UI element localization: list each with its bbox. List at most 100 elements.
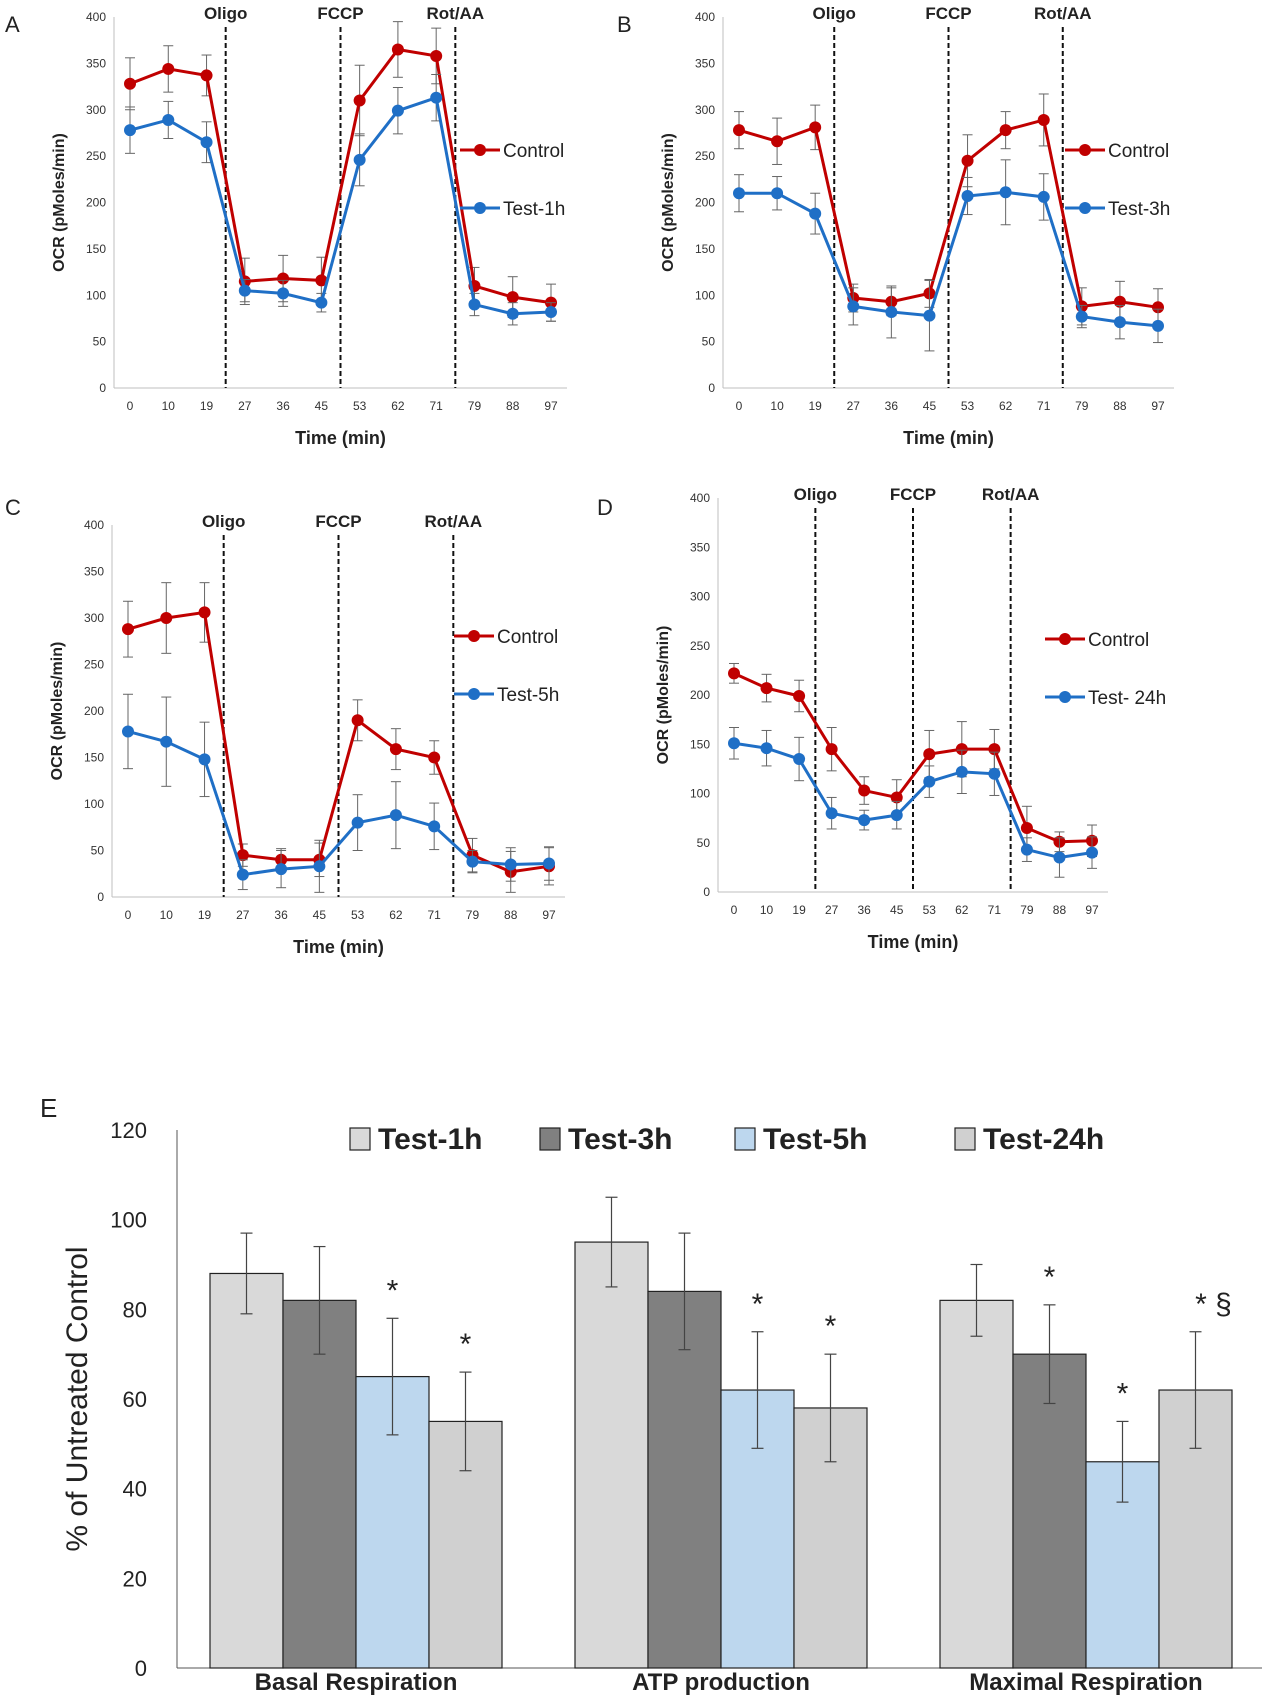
data-point (771, 187, 784, 200)
significance-marker: * (460, 1328, 472, 1361)
data-point (124, 124, 136, 137)
data-point (543, 857, 555, 870)
data-point (858, 784, 871, 797)
data-point (275, 863, 288, 876)
data-point (466, 855, 479, 868)
data-point (315, 296, 328, 309)
data-point (506, 307, 519, 320)
series-line-1 (129, 95, 552, 316)
data-point (961, 190, 974, 203)
x-tick-label: 10 (760, 903, 774, 917)
series-line-0 (738, 118, 1159, 309)
legend-swatch (734, 1127, 756, 1151)
data-point (198, 753, 211, 766)
x-tick-label: 53 (961, 399, 975, 413)
x-tick-label: 0 (736, 399, 743, 413)
y-tick-label: 150 (690, 737, 710, 751)
data-point (733, 124, 745, 137)
category-label: Maximal Respiration (969, 1669, 1202, 1696)
data-point (430, 49, 443, 62)
y-tick-label: 200 (690, 688, 710, 702)
y-tick-label: 400 (86, 10, 106, 24)
x-tick-label: 27 (238, 399, 252, 413)
x-tick-label: 45 (315, 399, 329, 413)
x-axis-title: Time (min) (903, 428, 994, 448)
injection-label: FCCP (315, 512, 361, 531)
data-point (1037, 190, 1050, 203)
x-tick-label: 88 (506, 399, 520, 413)
data-point (955, 743, 968, 756)
y-tick-label: 300 (690, 590, 710, 604)
data-point (353, 94, 366, 107)
panel-d: D 0 50 100 150 200 250 300 350 400 0 10 19 27 36 45 53 62… (597, 485, 1166, 952)
legend-swatch-marker (1079, 144, 1091, 156)
injection-label: FCCP (890, 485, 936, 504)
legend-swatch-marker (474, 202, 486, 214)
data-point (923, 748, 936, 761)
y-tick-label: 100 (110, 1208, 147, 1233)
legend-swatch-marker (468, 688, 480, 700)
y-tick-label: 0 (97, 890, 104, 904)
data-point (1075, 310, 1088, 323)
y-tick-label: 100 (86, 288, 106, 302)
x-tick-label: 79 (466, 908, 480, 922)
data-point (122, 725, 134, 738)
y-tick-label: 250 (84, 658, 104, 672)
y-tick-label: 80 (123, 1297, 147, 1322)
x-tick-label: 45 (890, 903, 904, 917)
legend-swatch-marker (1059, 633, 1071, 645)
data-point (236, 868, 249, 881)
x-tick-label: 45 (313, 908, 327, 922)
data-point (391, 43, 404, 56)
data-point (923, 309, 936, 322)
x-tick-label: 88 (504, 908, 518, 922)
data-point (313, 860, 326, 873)
y-tick-label: 100 (690, 787, 710, 801)
series-line-0 (127, 610, 550, 874)
x-tick-label: 36 (885, 399, 899, 413)
x-tick-label: 27 (847, 399, 861, 413)
y-tick-label: 250 (690, 639, 710, 653)
y-tick-label: 350 (86, 56, 106, 70)
x-tick-label: 71 (430, 399, 444, 413)
x-tick-label: 71 (428, 908, 442, 922)
y-tick-label: 150 (695, 242, 715, 256)
x-tick-label: 79 (1020, 903, 1034, 917)
x-axis-title: Time (min) (295, 428, 386, 448)
legend-swatch-marker (468, 630, 480, 642)
legend-label: Control (1088, 630, 1149, 651)
x-tick-label: 97 (1085, 903, 1099, 917)
data-point (1086, 846, 1098, 859)
data-point (315, 274, 328, 287)
legend-swatch-marker (474, 144, 486, 156)
y-tick-label: 150 (84, 751, 104, 765)
data-point (389, 743, 402, 756)
y-axis-title: OCR (pMoles/min) (51, 133, 68, 272)
panel-a: A 0 50 100 150 200 250 300 350 400 0 10 19 27 36 45 53 62… (5, 4, 567, 448)
panel-letter: D (597, 495, 613, 520)
data-point (988, 767, 1001, 780)
data-point (122, 623, 134, 636)
data-point (771, 135, 784, 148)
injection-label: Oligo (794, 485, 837, 504)
legend-label: Test-5h (763, 1123, 867, 1156)
injection-label: FCCP (925, 4, 971, 23)
data-point (760, 682, 773, 695)
x-tick-label: 19 (809, 399, 823, 413)
y-axis-title: % of Untreated Control (61, 1246, 94, 1551)
bar (939, 1299, 1014, 1669)
data-point (793, 689, 806, 702)
x-tick-label: 53 (351, 908, 365, 922)
data-point (1020, 821, 1033, 834)
x-tick-label: 45 (923, 399, 937, 413)
x-tick-label: 88 (1053, 903, 1067, 917)
x-tick-label: 0 (127, 399, 134, 413)
y-tick-label: 200 (86, 196, 106, 210)
y-tick-label: 350 (84, 565, 104, 579)
legend-swatch-marker (1079, 202, 1091, 214)
bar (1012, 1353, 1087, 1669)
injection-label: Rot/AA (982, 485, 1040, 504)
data-point (885, 305, 898, 318)
x-tick-label: 97 (544, 399, 558, 413)
y-tick-label: 120 (110, 1118, 147, 1143)
